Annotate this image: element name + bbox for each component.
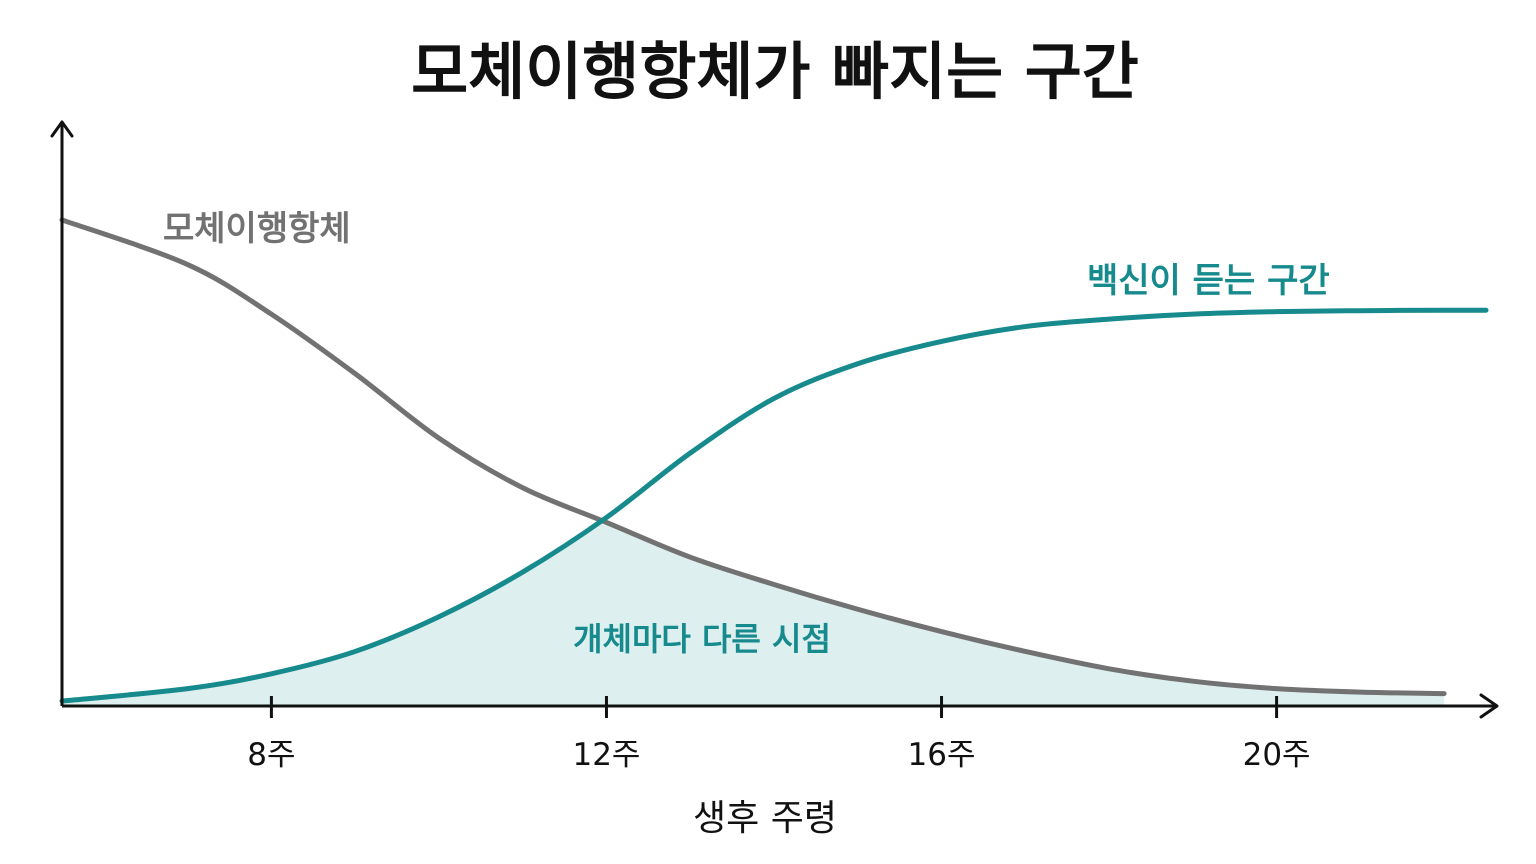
overlap-shaded-area <box>62 520 1445 706</box>
x-ticks: 8주 12주 16주 20주 <box>247 696 1311 773</box>
x-axis-label: 생후 주령 <box>693 798 837 839</box>
series-label-vaccine: 백신이 듣는 구간 <box>1087 261 1330 301</box>
x-tick-label: 12주 <box>572 737 640 773</box>
series-label-antibody: 모체이행항체 <box>163 209 351 249</box>
series-lines <box>59 217 1489 704</box>
series-line-vaccine <box>59 307 1489 704</box>
annotation-label: 개체마다 다른 시점 <box>573 620 831 658</box>
series-line-antibody <box>59 217 1447 697</box>
x-tick-label: 8주 <box>247 737 295 773</box>
chart-title: 모체이행항체가 빠지는 구간 <box>411 35 1139 108</box>
x-axis-arrow <box>1479 693 1499 719</box>
axes <box>50 120 1499 719</box>
x-tick-label: 20주 <box>1243 737 1311 773</box>
x-tick-label: 16주 <box>908 737 976 773</box>
y-axis-arrow <box>50 120 74 138</box>
